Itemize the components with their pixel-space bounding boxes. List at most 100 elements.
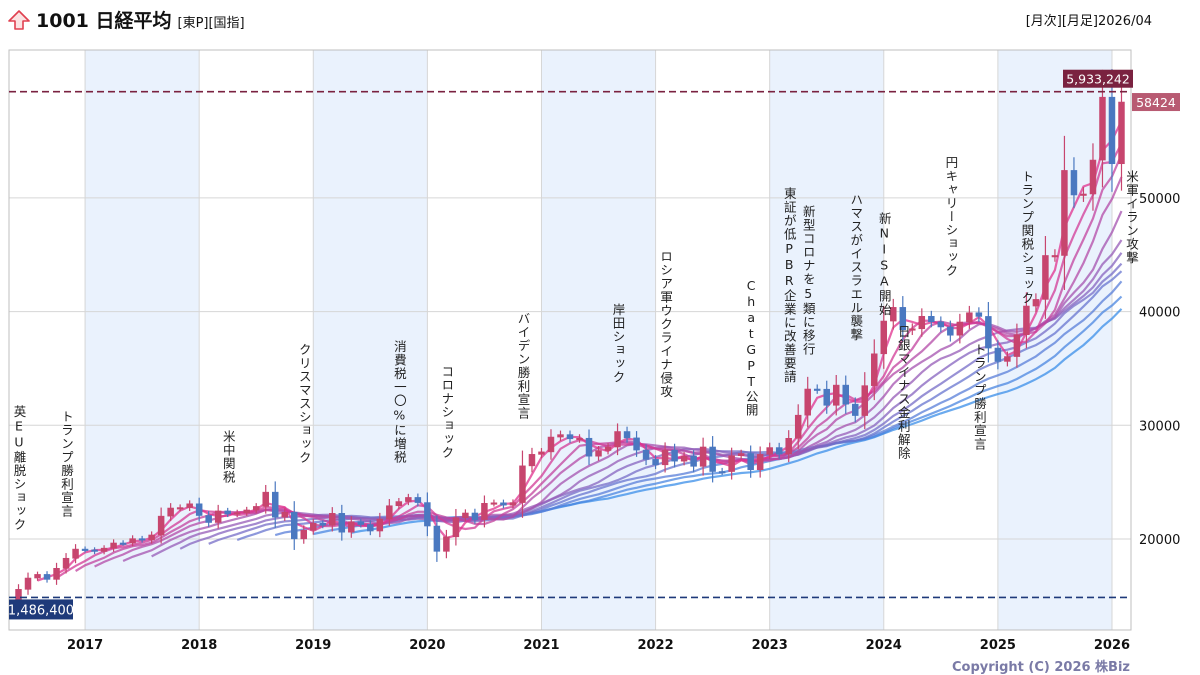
candle-body xyxy=(91,549,98,552)
candle xyxy=(167,503,174,522)
candle xyxy=(1023,292,1030,349)
candle xyxy=(595,446,602,461)
candle-body xyxy=(62,557,70,569)
x-tick-label: 2019 xyxy=(295,638,331,653)
candle xyxy=(157,507,165,544)
candle xyxy=(899,296,907,342)
candle xyxy=(623,426,631,443)
candle-body xyxy=(24,577,32,590)
candle-body xyxy=(233,512,241,515)
x-tick-label: 2020 xyxy=(409,638,445,653)
candle-body xyxy=(747,453,754,471)
candle-body xyxy=(329,513,336,526)
moving-average-line xyxy=(236,270,1123,541)
candle xyxy=(709,436,716,483)
candle xyxy=(871,339,878,401)
candle-body xyxy=(348,521,355,533)
candle xyxy=(557,430,564,442)
candle-body xyxy=(205,515,212,523)
candle-body xyxy=(1099,96,1106,161)
candle xyxy=(576,434,583,443)
candle xyxy=(966,305,973,329)
candle-body xyxy=(271,491,279,518)
copyright: Copyright (C) 2026 株Biz xyxy=(951,660,1130,675)
candle-body xyxy=(623,431,631,439)
candle xyxy=(395,497,403,510)
candle xyxy=(310,518,317,535)
candle-body xyxy=(424,502,431,527)
candle xyxy=(43,571,51,583)
candle xyxy=(956,313,964,344)
candle-body xyxy=(357,521,365,525)
event-annotation: ハマスがイスラエル襲撃 xyxy=(848,193,864,342)
candle-body xyxy=(81,548,89,551)
candle-body xyxy=(614,431,621,448)
x-tick-label: 2023 xyxy=(752,638,788,653)
candle xyxy=(975,307,983,322)
candle-body xyxy=(852,403,859,416)
candle-body xyxy=(766,447,773,455)
candle-body xyxy=(490,502,498,505)
y-tick-label: 40000 xyxy=(1139,306,1180,321)
candle-body xyxy=(186,503,193,508)
candle xyxy=(614,423,621,456)
event-annotation: 日銀マイナス金利解除 xyxy=(895,325,911,460)
candle-body xyxy=(262,491,269,507)
candle xyxy=(357,518,365,528)
candle xyxy=(1099,69,1106,188)
candle xyxy=(319,520,327,529)
candle-body xyxy=(148,534,155,541)
candle xyxy=(405,493,412,506)
candle-body xyxy=(395,501,403,507)
candle-body xyxy=(1004,356,1011,362)
candle-body xyxy=(947,326,954,336)
candle-body xyxy=(224,510,231,515)
candle xyxy=(224,507,231,518)
candle-body xyxy=(909,328,916,331)
candle-body xyxy=(576,437,583,441)
candle-body xyxy=(129,538,136,544)
event-annotation: 米中関税 xyxy=(220,430,236,484)
candle xyxy=(804,376,811,428)
candle xyxy=(462,509,469,522)
candle-body xyxy=(519,465,526,503)
candle xyxy=(528,447,536,473)
candle-body xyxy=(538,451,545,455)
candle-body xyxy=(671,449,678,462)
event-annotation: 円キャリーショック xyxy=(943,156,959,278)
candle-body xyxy=(718,471,726,474)
candle xyxy=(813,384,821,394)
page-title: 1001 日経平均 xyxy=(36,10,172,32)
candle-body xyxy=(585,437,593,457)
candle-body xyxy=(832,384,840,406)
candle-body xyxy=(661,449,669,466)
candle-body xyxy=(471,512,479,520)
candle xyxy=(271,481,279,528)
candle xyxy=(72,544,79,564)
candle xyxy=(62,553,70,574)
candle-body xyxy=(604,446,612,451)
candle xyxy=(794,404,802,450)
y-tick-label: 50000 xyxy=(1139,192,1180,207)
candle-body xyxy=(53,568,60,580)
event-annotation: 英EU離脱ショック xyxy=(11,405,27,532)
candle-body xyxy=(1108,96,1116,165)
event-annotation: 東証が低PBR企業に改善要請 xyxy=(781,187,797,384)
candle xyxy=(1070,157,1078,209)
candle xyxy=(633,431,640,457)
candle xyxy=(652,455,659,470)
candle-body xyxy=(528,454,536,467)
candle-body xyxy=(414,497,422,503)
candle xyxy=(538,448,545,459)
candle xyxy=(852,397,859,423)
x-tick-label: 2018 xyxy=(181,638,217,653)
candle-body xyxy=(633,437,640,451)
candle-body xyxy=(1061,170,1068,256)
candle xyxy=(24,572,32,595)
candle xyxy=(348,516,355,538)
candle-body xyxy=(842,384,849,405)
candle-body xyxy=(690,455,697,467)
x-tick-label: 2026 xyxy=(1094,638,1130,653)
candle-body xyxy=(252,506,260,511)
candle-body xyxy=(119,542,127,545)
